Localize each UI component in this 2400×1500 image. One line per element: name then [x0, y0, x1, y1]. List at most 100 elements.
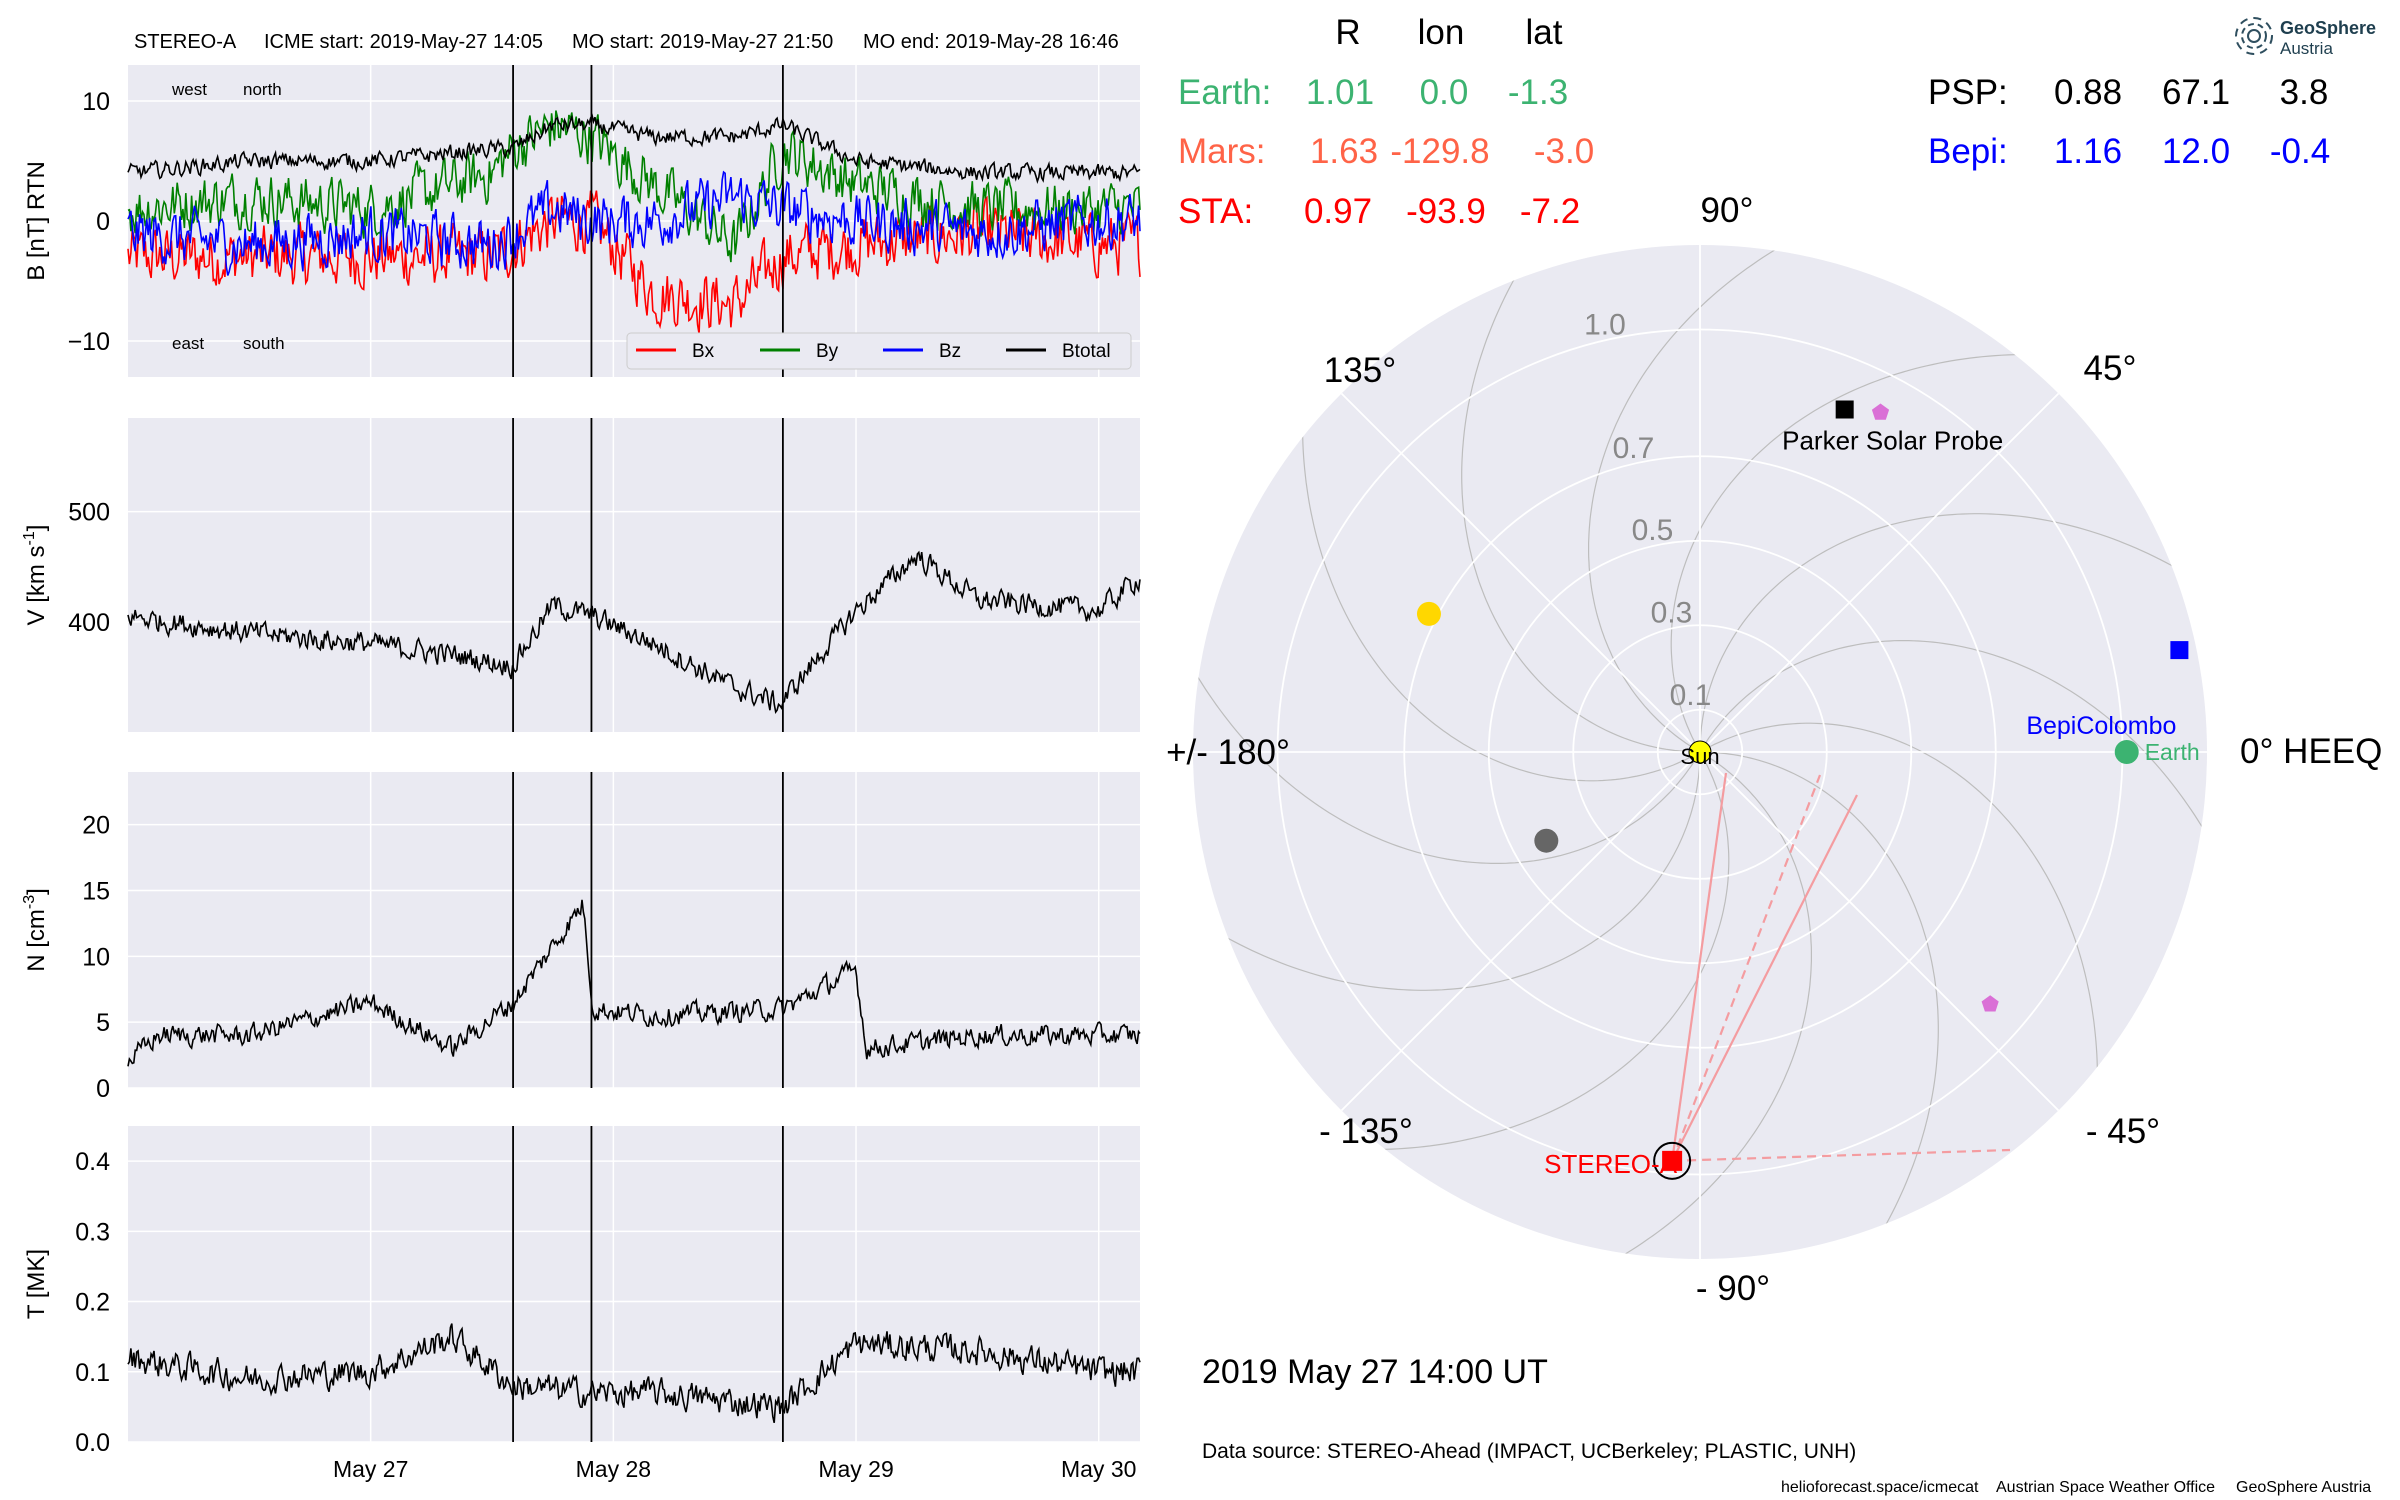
- x-tick-label: May 29: [818, 1456, 893, 1482]
- x-tick-label: May 28: [576, 1456, 651, 1482]
- cme-line: [1671, 794, 1858, 1162]
- grid-spoke: [1699, 392, 2060, 753]
- series-line-n: [127, 899, 1141, 1067]
- row-lon: 0.0: [1420, 73, 1469, 112]
- y-tick-labels: 0 5 10 15 20: [82, 812, 110, 1103]
- legend-label-bz: Bz: [939, 341, 961, 362]
- density-panel: 0 5 10 15 20 N [cm-3]: [21, 772, 1141, 1103]
- logo-swirl-icon: [2235, 17, 2273, 55]
- solar-orbiter-marker: [1871, 403, 1890, 420]
- bepicolombo-marker: [2170, 641, 2189, 660]
- y-tick-labels: 0.0 0.1 0.2 0.3 0.4: [75, 1148, 110, 1457]
- x-tick-label: May 27: [333, 1456, 408, 1482]
- v-label-suffix: ]: [23, 525, 50, 532]
- parker-solar-probe-label: Parker Solar Probe: [1782, 426, 2003, 456]
- speed-panel: 400 500 V [km s-1]: [21, 418, 1141, 732]
- mo-end: MO end: 2019-May-28 16:46: [863, 31, 1119, 53]
- annotation-east: east: [172, 334, 204, 353]
- cme-lines: [1671, 772, 2011, 1162]
- column-header-lat: lat: [1526, 13, 1563, 52]
- angular-grid-spokes: [1193, 245, 2207, 1259]
- footer-org: GeoSphere Austria: [2236, 1479, 2371, 1496]
- y-tick-label: 0.1: [75, 1359, 110, 1387]
- footer-office: Austrian Space Weather Office: [1996, 1479, 2215, 1496]
- annotation-north: north: [243, 80, 282, 99]
- row-lat: -1.3: [1508, 73, 1568, 112]
- parker-spiral-line: [1193, 486, 1701, 865]
- angle-label: - 135°: [1319, 1112, 1413, 1151]
- angle-label: - 45°: [2086, 1112, 2160, 1151]
- row-lon: -129.8: [1390, 132, 1489, 171]
- event-header: STEREO-A ICME start: 2019-May-27 14:05 M…: [134, 31, 1119, 53]
- spacecraft-name: STEREO-A: [134, 31, 237, 53]
- icme-start: ICME start: 2019-May-27 14:05: [264, 31, 543, 53]
- v-label-sup: -1: [21, 531, 38, 545]
- polar-position-plot: 0.1 0.3 0.5 0.7 1.0 0° HEEQ 45° 90° 135° +/- 180…: [1166, 191, 2382, 1308]
- x-tick-labels: May 27 May 28 May 29 May 30: [333, 1456, 1136, 1482]
- angle-label: 45°: [2084, 349, 2137, 388]
- legend-box: [626, 332, 1132, 370]
- y-tick-label: 10: [82, 88, 110, 116]
- y-tick-labels: −10 0 10: [68, 88, 110, 356]
- row-r: 1.16: [2054, 132, 2122, 171]
- row-r: 1.01: [1306, 73, 1374, 112]
- y-tick-label: 0: [96, 1075, 110, 1103]
- grid-spoke: [1340, 751, 1701, 1112]
- row-earth: Earth: 1.01 0.0 -1.3: [1178, 73, 1568, 112]
- parker-spiral-line: [1699, 639, 2207, 1018]
- radial-tick-label: 0.1: [1670, 679, 1712, 712]
- row-name: PSP:: [1928, 73, 2008, 112]
- y-tick-label: 0.4: [75, 1148, 110, 1176]
- y-tick-label: 500: [68, 499, 110, 527]
- temperature-panel: 0.00.10.20.30.4 T [MK] May 27 May 28 May 2…: [23, 1126, 1141, 1482]
- row-r: 0.97: [1304, 192, 1372, 231]
- parker-spiral-line: [1434, 751, 1813, 1259]
- annotation-south: south: [243, 334, 285, 353]
- panel-series: [127, 899, 1141, 1067]
- footer-url: helioforecast.space/icmecat: [1781, 1479, 1979, 1496]
- row-sta: STA: 0.97 -93.9 -7.2: [1178, 192, 1580, 231]
- legend-label-by: By: [816, 341, 839, 362]
- series-line-t: [127, 1323, 1141, 1423]
- y-tick-label: 0.2: [75, 1289, 110, 1317]
- n-label-sup: -3: [21, 895, 38, 909]
- series-line-bz: [127, 170, 1141, 276]
- row-r: 1.63: [1310, 132, 1378, 171]
- radial-tick-label: 1.0: [1584, 308, 1626, 341]
- y-axis-label: N [cm-3]: [21, 888, 50, 972]
- stereo-a-marker: [1662, 1150, 1683, 1171]
- row-name: Mars:: [1178, 132, 1266, 171]
- geosphere-logo: GeoSphere Austria: [2235, 17, 2376, 58]
- venus-marker: [1416, 601, 1441, 626]
- y-tick-label: 400: [68, 609, 110, 637]
- angle-label: 135°: [1324, 351, 1396, 390]
- cme-line: [1672, 1148, 2011, 1162]
- mercury-marker: [1534, 828, 1559, 853]
- y-tick-label: 20: [82, 812, 110, 840]
- legend-label-btotal: Btotal: [1062, 341, 1111, 362]
- row-r: 0.88: [2054, 73, 2122, 112]
- event-lines: [512, 418, 784, 732]
- position-table: R lon lat Earth: 1.01 0.0 -1.3 Mars: 1.6…: [1178, 13, 2330, 231]
- radial-tick-label: 0.3: [1651, 596, 1693, 629]
- stereo-a-label: STEREO-A: [1544, 1149, 1678, 1179]
- row-name: Bepi:: [1928, 132, 2008, 171]
- series-line-v: [127, 550, 1141, 714]
- cme-line: [1671, 774, 1822, 1162]
- annotation-west: west: [171, 80, 207, 99]
- panel-series: [127, 110, 1141, 335]
- grid-spoke: [1699, 751, 2060, 1112]
- row-lon: -93.9: [1406, 192, 1486, 231]
- logo-line2: Austria: [2280, 39, 2333, 58]
- cme-line: [1671, 772, 1728, 1162]
- panel-series: [127, 550, 1141, 714]
- earth-label: Earth: [2145, 739, 2200, 765]
- y-tick-label: 0.0: [75, 1429, 110, 1457]
- logo-line1: GeoSphere: [2280, 18, 2376, 38]
- mo-start: MO start: 2019-May-27 21:50: [572, 31, 833, 53]
- parker-spiral-line: [1587, 245, 1966, 753]
- stereo-a-ring: [1653, 1141, 1692, 1180]
- n-label-suffix: ]: [23, 888, 50, 895]
